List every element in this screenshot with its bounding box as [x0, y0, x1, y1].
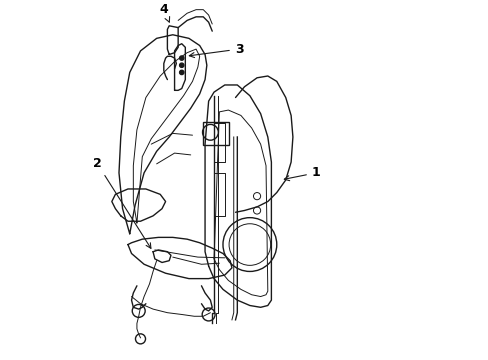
Circle shape — [179, 70, 183, 75]
Text: 4: 4 — [159, 3, 169, 22]
Circle shape — [179, 63, 183, 67]
Text: 2: 2 — [93, 157, 151, 248]
Circle shape — [179, 56, 183, 60]
Text: 3: 3 — [189, 42, 243, 58]
Text: 1: 1 — [284, 166, 320, 181]
